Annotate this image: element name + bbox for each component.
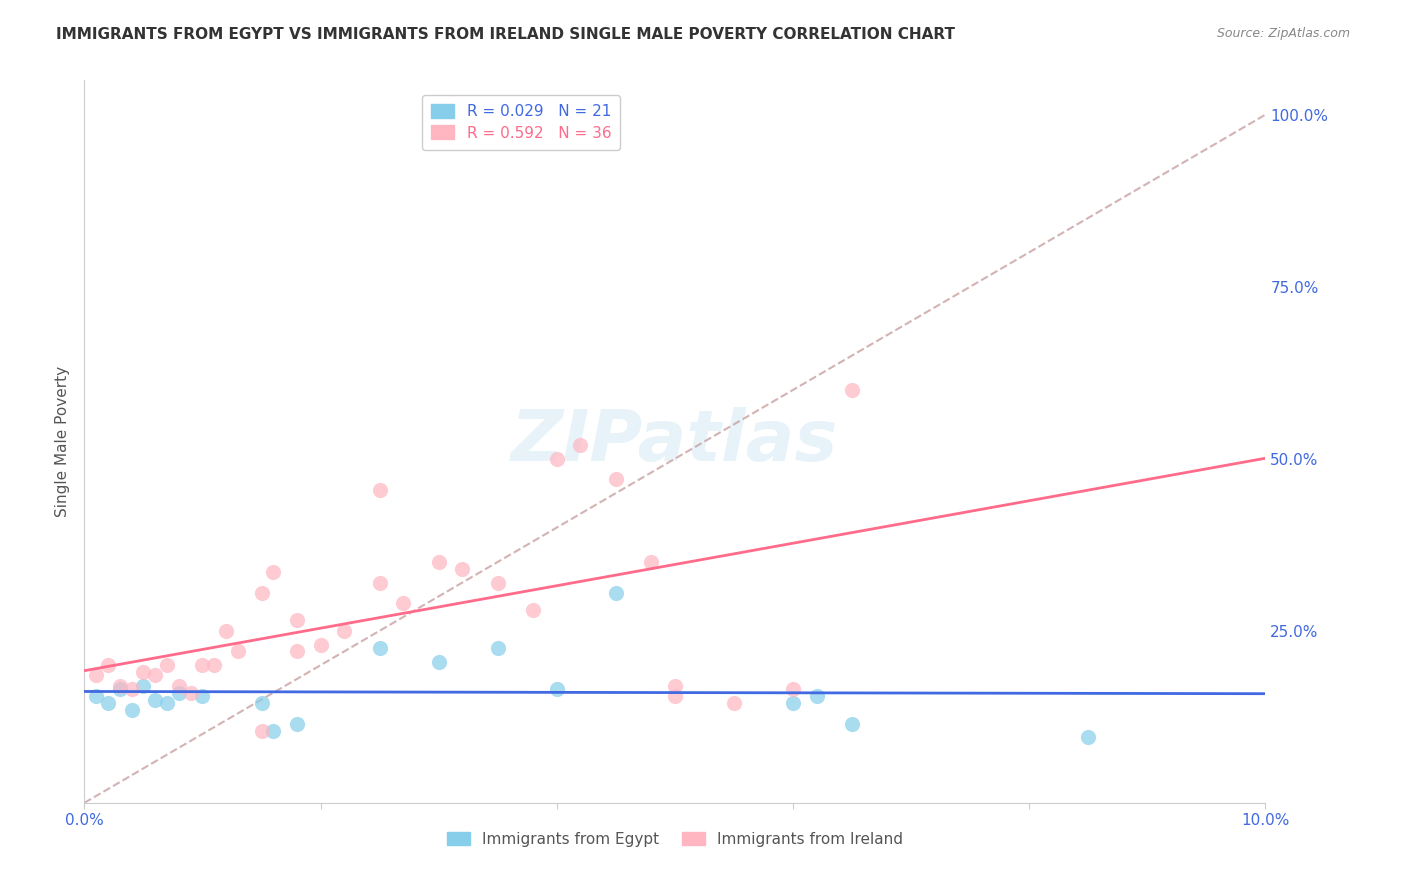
Point: [143, 668, 166, 682]
Point: [121, 703, 143, 717]
Point: [640, 555, 662, 569]
Point: [191, 658, 214, 673]
Point: [605, 586, 627, 600]
Point: [215, 624, 238, 638]
Point: [226, 644, 249, 658]
Point: [250, 723, 273, 738]
Point: [841, 716, 863, 731]
Text: ZIPatlas: ZIPatlas: [512, 407, 838, 476]
Point: [392, 596, 415, 610]
Point: [285, 614, 308, 628]
Point: [368, 483, 391, 497]
Point: [309, 638, 332, 652]
Text: Source: ZipAtlas.com: Source: ZipAtlas.com: [1216, 27, 1350, 40]
Y-axis label: Single Male Poverty: Single Male Poverty: [55, 366, 70, 517]
Point: [84, 689, 107, 703]
Point: [522, 603, 544, 617]
Point: [664, 679, 686, 693]
Point: [427, 555, 450, 569]
Point: [108, 679, 131, 693]
Point: [723, 696, 745, 710]
Point: [368, 575, 391, 590]
Point: [250, 586, 273, 600]
Point: [97, 658, 120, 673]
Point: [202, 658, 225, 673]
Point: [451, 562, 474, 576]
Point: [1077, 731, 1099, 745]
Point: [546, 451, 568, 466]
Point: [605, 472, 627, 486]
Point: [143, 692, 166, 706]
Point: [569, 438, 592, 452]
Point: [262, 566, 284, 580]
Point: [285, 716, 308, 731]
Point: [262, 723, 284, 738]
Legend: Immigrants from Egypt, Immigrants from Ireland: Immigrants from Egypt, Immigrants from I…: [440, 826, 910, 853]
Point: [97, 696, 120, 710]
Point: [132, 679, 155, 693]
Point: [333, 624, 356, 638]
Point: [486, 575, 509, 590]
Point: [486, 640, 509, 655]
Point: [782, 696, 804, 710]
Point: [167, 679, 190, 693]
Point: [121, 682, 143, 697]
Point: [368, 640, 391, 655]
Point: [664, 689, 686, 703]
Point: [156, 658, 179, 673]
Point: [782, 682, 804, 697]
Point: [841, 383, 863, 397]
Point: [180, 686, 202, 700]
Point: [132, 665, 155, 679]
Point: [427, 655, 450, 669]
Point: [285, 644, 308, 658]
Point: [546, 682, 568, 697]
Point: [806, 689, 828, 703]
Point: [250, 696, 273, 710]
Point: [108, 682, 131, 697]
Point: [84, 668, 107, 682]
Point: [167, 686, 190, 700]
Text: IMMIGRANTS FROM EGYPT VS IMMIGRANTS FROM IRELAND SINGLE MALE POVERTY CORRELATION: IMMIGRANTS FROM EGYPT VS IMMIGRANTS FROM…: [56, 27, 955, 42]
Point: [156, 696, 179, 710]
Point: [191, 689, 214, 703]
